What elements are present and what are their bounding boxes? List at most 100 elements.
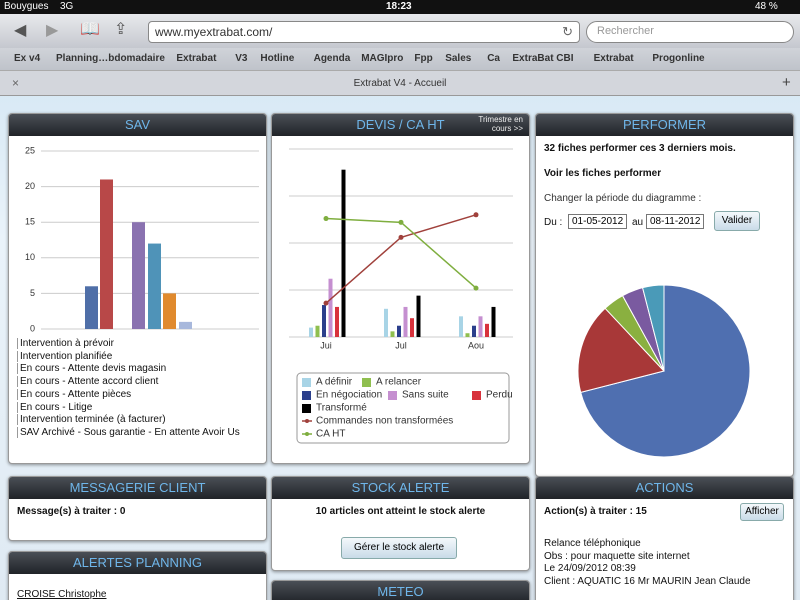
bar bbox=[397, 325, 401, 337]
point bbox=[473, 285, 479, 291]
point bbox=[398, 219, 404, 225]
bar bbox=[163, 293, 176, 329]
toolbar: ◀ ▶ 📖 ⇪ www.myextrabat.com/ ↻ Rechercher bbox=[0, 14, 800, 48]
point bbox=[323, 216, 329, 222]
stock-panel: STOCK ALERTE 10 articles ont atteint le … bbox=[271, 476, 530, 571]
to-input[interactable]: 08-11-2012 bbox=[646, 214, 705, 229]
period-link[interactable]: Trimestre en cours >> bbox=[478, 115, 523, 133]
bar bbox=[491, 306, 496, 337]
bar bbox=[328, 278, 333, 337]
bar bbox=[459, 316, 463, 337]
bookmark[interactable]: Progonline bbox=[652, 53, 705, 64]
x-tick-label: Aou bbox=[468, 340, 484, 350]
validate-button[interactable]: Valider bbox=[714, 211, 760, 231]
stock-button[interactable]: Gérer le stock alerte bbox=[341, 537, 457, 559]
bar bbox=[132, 222, 145, 329]
bookmark[interactable]: Ca bbox=[487, 53, 500, 64]
legend-swatch bbox=[302, 378, 311, 387]
bookmark[interactable]: Extrabat bbox=[176, 53, 217, 64]
url-bar[interactable]: www.myextrabat.com/ ↻ bbox=[148, 21, 580, 43]
bar bbox=[472, 325, 476, 337]
y-tick-label: 15 bbox=[25, 217, 35, 227]
network: 3G bbox=[60, 1, 74, 12]
legend-swatch bbox=[472, 391, 481, 400]
bookmark[interactable]: Hotline bbox=[260, 53, 295, 64]
legend-label: Perdu bbox=[486, 390, 513, 401]
carrier: Bouygues bbox=[4, 1, 49, 12]
bookmark[interactable]: MAGIpro bbox=[361, 53, 404, 64]
alert-name[interactable]: CROISE Christophe bbox=[17, 589, 107, 600]
time: 18:23 bbox=[386, 1, 412, 12]
bookmark[interactable]: V3 bbox=[235, 53, 248, 64]
bar bbox=[309, 327, 313, 337]
bookmark[interactable]: Sales bbox=[445, 53, 472, 64]
new-tab[interactable]: + bbox=[782, 74, 791, 91]
line bbox=[325, 217, 477, 289]
legend-item: En cours - Attente devis magasin bbox=[17, 363, 166, 375]
bookmark[interactable]: Ex v4 bbox=[14, 53, 41, 64]
point bbox=[323, 300, 329, 306]
bar bbox=[384, 308, 388, 337]
legend-item: Intervention terminée (à facturer) bbox=[17, 414, 166, 426]
close-tab[interactable]: × bbox=[12, 76, 20, 90]
legend-swatch bbox=[305, 419, 309, 423]
battery: 48 % bbox=[755, 1, 778, 12]
alertes-panel: ALERTES PLANNING CROISE Christophe bbox=[8, 551, 267, 600]
legend-box bbox=[296, 372, 510, 444]
bookmarks-bar: Ex v4 Planning…bdomadaire Extrabat V3 Hotlin… bbox=[0, 48, 800, 70]
bar bbox=[315, 325, 320, 337]
panel-title: DEVIS / CA HT bbox=[272, 114, 529, 136]
legend-swatch bbox=[362, 378, 371, 387]
pie-slice bbox=[580, 284, 751, 458]
panel-title: ALERTES PLANNING bbox=[9, 552, 266, 574]
back-button[interactable]: ◀ bbox=[14, 22, 27, 39]
chart: 0 5 10 15 20 25 bbox=[25, 145, 259, 333]
share-button[interactable]: ⇪ bbox=[114, 21, 128, 38]
legend-item: Intervention planifiée bbox=[17, 350, 112, 362]
legend-label: CA HT bbox=[316, 429, 345, 440]
y-tick-label: 5 bbox=[30, 288, 35, 298]
legend-swatch bbox=[302, 391, 311, 400]
reload-button[interactable]: ↻ bbox=[562, 24, 573, 39]
action-line: Relance téléphonique bbox=[544, 538, 641, 549]
legend-item: En cours - Attente pièces bbox=[17, 388, 131, 400]
bookmark[interactable]: Fpp bbox=[414, 53, 433, 64]
url: www.myextrabat.com/ bbox=[155, 25, 273, 39]
legend-swatch bbox=[302, 404, 311, 413]
y-tick-label: 0 bbox=[30, 323, 35, 333]
bar bbox=[100, 179, 113, 329]
search-bar[interactable]: Rechercher bbox=[586, 21, 794, 43]
legend-swatch bbox=[388, 391, 397, 400]
forward-button[interactable]: ▶ bbox=[46, 22, 59, 39]
show-button[interactable]: Afficher bbox=[740, 503, 784, 521]
status-bar: Bouygues 3G 18:23 48 % bbox=[0, 0, 800, 14]
legend-item: SAV Archivé - Sous garantie - En attente… bbox=[17, 426, 240, 438]
bookmark[interactable]: Planning…bdomadaire bbox=[56, 53, 165, 64]
bookmark[interactable]: ExtraBat CBI bbox=[512, 53, 574, 64]
from-input[interactable]: 01-05-2012 bbox=[568, 214, 628, 229]
point bbox=[398, 234, 404, 240]
bookmark[interactable]: Extrabat bbox=[593, 53, 634, 64]
link[interactable]: Voir les fiches performer bbox=[544, 168, 662, 179]
pie-slice bbox=[577, 307, 665, 393]
bar bbox=[85, 286, 98, 329]
bar bbox=[390, 331, 395, 337]
legend-label: Sans suite bbox=[402, 390, 449, 401]
chart bbox=[577, 284, 751, 458]
legend-label: Transformé bbox=[316, 403, 367, 414]
legend-label: A relancer bbox=[376, 377, 422, 388]
x-tick-label: Jui bbox=[320, 340, 332, 350]
bookmark[interactable]: Agenda bbox=[313, 53, 351, 64]
action-line: Client : AQUATIC 16 Mr MAURIN Jean Claud… bbox=[544, 575, 751, 587]
panel-title: ACTIONS bbox=[536, 477, 793, 499]
bar bbox=[335, 306, 339, 337]
legend-item: En cours - Litige bbox=[17, 401, 92, 413]
bar bbox=[485, 323, 489, 337]
legend-swatch bbox=[305, 432, 309, 436]
bookmarks-button[interactable]: 📖 bbox=[80, 21, 100, 38]
legend-item: En cours - Attente accord client bbox=[17, 376, 158, 388]
bar bbox=[403, 306, 408, 337]
panel-title: STOCK ALERTE bbox=[272, 477, 529, 499]
legend-label: Commandes non transformées bbox=[316, 416, 453, 427]
